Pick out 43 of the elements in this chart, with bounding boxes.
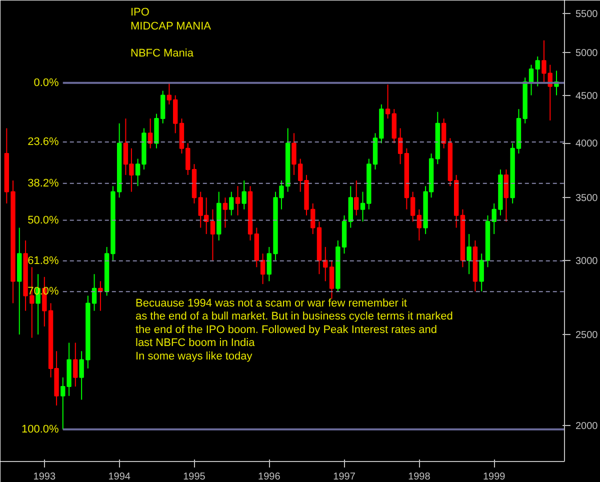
annotation: 23.6% [28, 136, 60, 148]
annotation: 61.8% [28, 254, 60, 267]
x-tick-label: 1998 [408, 472, 431, 482]
candlestick [348, 186, 353, 228]
x-tick-label: 1999 [482, 472, 506, 482]
candlestick [266, 246, 272, 282]
candlestick [441, 118, 446, 149]
y-tick-label: 2500 [576, 330, 598, 342]
candlestick [466, 234, 472, 275]
candlestick [210, 208, 216, 261]
candlestick [235, 186, 240, 216]
x-tick-label: 1993 [33, 472, 56, 482]
candlestick [148, 118, 153, 149]
y-tick-label: 5000 [576, 48, 598, 59]
candlestick [229, 191, 234, 216]
candlestick [504, 168, 509, 222]
annotation: 38.2% [28, 177, 60, 190]
annotation: Becuause 1994 was not a scam or war few remember it as the end of a bull market. But in business cycle terms it marked the end of the IPO boom. Followed by Peak Interest rates and last NBFC boom in India In some ways like today [136, 298, 453, 362]
candlestick [354, 180, 359, 216]
y-tick-label: 3500 [576, 193, 598, 204]
annotation: IPO [130, 6, 150, 18]
x-tick-label: 1995 [183, 472, 206, 482]
annotation: NBFC Mania [130, 48, 194, 60]
candlestick [242, 180, 246, 210]
annotation: 0.0% [34, 76, 60, 89]
x-tick-label: 1994 [108, 472, 131, 482]
y-tick-label: 2000 [576, 420, 598, 432]
candlestick [329, 260, 334, 300]
annotation: MIDCAP MANIA [130, 20, 212, 32]
candlestick [416, 208, 422, 241]
candlestick [385, 84, 390, 120]
y-tick-label: 5500 [576, 9, 598, 20]
candlestick [535, 56, 540, 87]
annotation: 100.0% [21, 423, 60, 436]
x-tick-label: 1996 [258, 472, 281, 482]
x-tick-label: 1997 [333, 472, 356, 482]
y-tick-label: 4000 [576, 138, 598, 150]
y-tick-label: 4500 [576, 90, 598, 102]
y-tick-label: 3000 [576, 256, 598, 267]
candlestick [292, 132, 296, 176]
candlestick [73, 342, 78, 388]
candlestick [222, 197, 228, 228]
annotation: 50.0% [28, 214, 60, 226]
